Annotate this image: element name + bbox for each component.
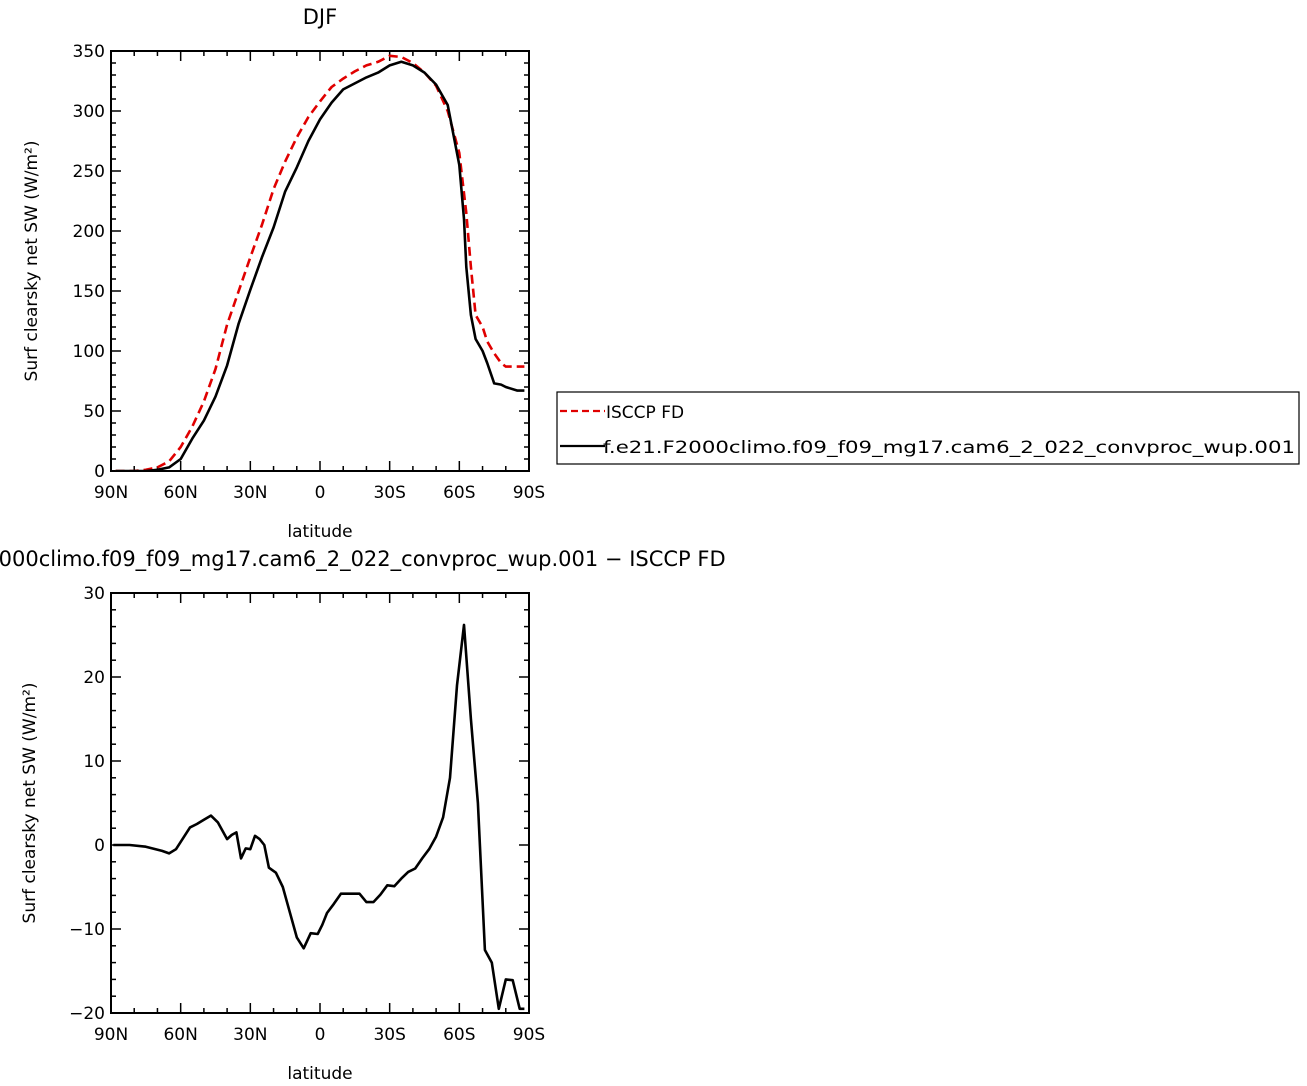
legend-box	[556, 391, 1300, 465]
top-xtick-label: 60N	[163, 483, 197, 503]
top-chart-title: DJF	[303, 5, 337, 29]
bottom-ytick-label: 20	[83, 668, 105, 688]
top-x-axis-label: latitude	[287, 522, 352, 542]
top-xtick-label: 60S	[443, 483, 475, 503]
top-series-lines	[115, 54, 525, 471]
top-axis-ticks	[110, 50, 530, 472]
legend-label-isccp: ISCCP FD	[606, 403, 684, 423]
top-xtick-label: 90S	[513, 483, 545, 503]
top-ytick-label: 100	[73, 342, 105, 362]
top-ytick-label: 350	[73, 42, 105, 62]
top-xtick-label: 90N	[94, 483, 128, 503]
bottom-xtick-label: 60S	[443, 1025, 475, 1045]
top-series-line-1	[115, 60, 525, 471]
top-xtick-label: 30S	[373, 483, 405, 503]
bottom-chart-title: f.e21.F2000climo.f09_f09_mg17.cam6_2_022…	[0, 547, 726, 572]
bottom-xtick-label: 90S	[513, 1025, 545, 1045]
bottom-y-axis-label: Surf clearsky net SW (W/m²)	[20, 683, 40, 924]
legend: ISCCP FD f.e21.F2000climo.f09_f09_mg17.c…	[556, 391, 1300, 465]
bottom-xtick-label: 30S	[373, 1025, 405, 1045]
top-tick-labels: 90N 60N 30N 0 30S 60S 90S 0 50 100 150 200 250 300 350	[73, 42, 546, 503]
bottom-ytick-label: −20	[69, 1004, 105, 1024]
bottom-series-lines	[113, 623, 525, 1011]
top-y-axis-label: Surf clearsky net SW (W/m²)	[22, 141, 42, 382]
bottom-series-line-0	[113, 623, 525, 1011]
top-ytick-label: 50	[83, 402, 105, 422]
bottom-x-axis-label: latitude	[287, 1064, 352, 1084]
top-ytick-label: 150	[73, 282, 105, 302]
bottom-ytick-label: 30	[83, 584, 105, 604]
bottom-xtick-label: 30N	[233, 1025, 267, 1045]
bottom-xtick-label: 60N	[163, 1025, 197, 1045]
top-ytick-label: 300	[73, 102, 105, 122]
bottom-tick-labels: 90N 60N 30N 0 30S 60S 90S −20 −10 0 10 20 30	[69, 584, 545, 1045]
bottom-ytick-label: 10	[83, 752, 105, 772]
bottom-ytick-label: −10	[69, 920, 105, 940]
bottom-xtick-label: 90N	[94, 1025, 128, 1045]
top-xtick-label: 30N	[233, 483, 267, 503]
bottom-xtick-label: 0	[315, 1025, 326, 1045]
top-ytick-label: 250	[73, 162, 105, 182]
bottom-ytick-label: 0	[94, 836, 105, 856]
legend-label-model: f.e21.F2000climo.f09_f09_mg17.cam6_2_022…	[603, 438, 1295, 458]
top-series-line-0	[115, 54, 525, 471]
bottom-panel: f.e21.F2000climo.f09_f09_mg17.cam6_2_022…	[0, 547, 726, 1084]
top-xtick-label: 0	[315, 483, 326, 503]
top-ytick-label: 200	[73, 222, 105, 242]
top-panel: DJF Surf clearsky net SW (W/m²) latitude…	[22, 5, 545, 542]
top-ytick-label: 0	[94, 462, 105, 482]
